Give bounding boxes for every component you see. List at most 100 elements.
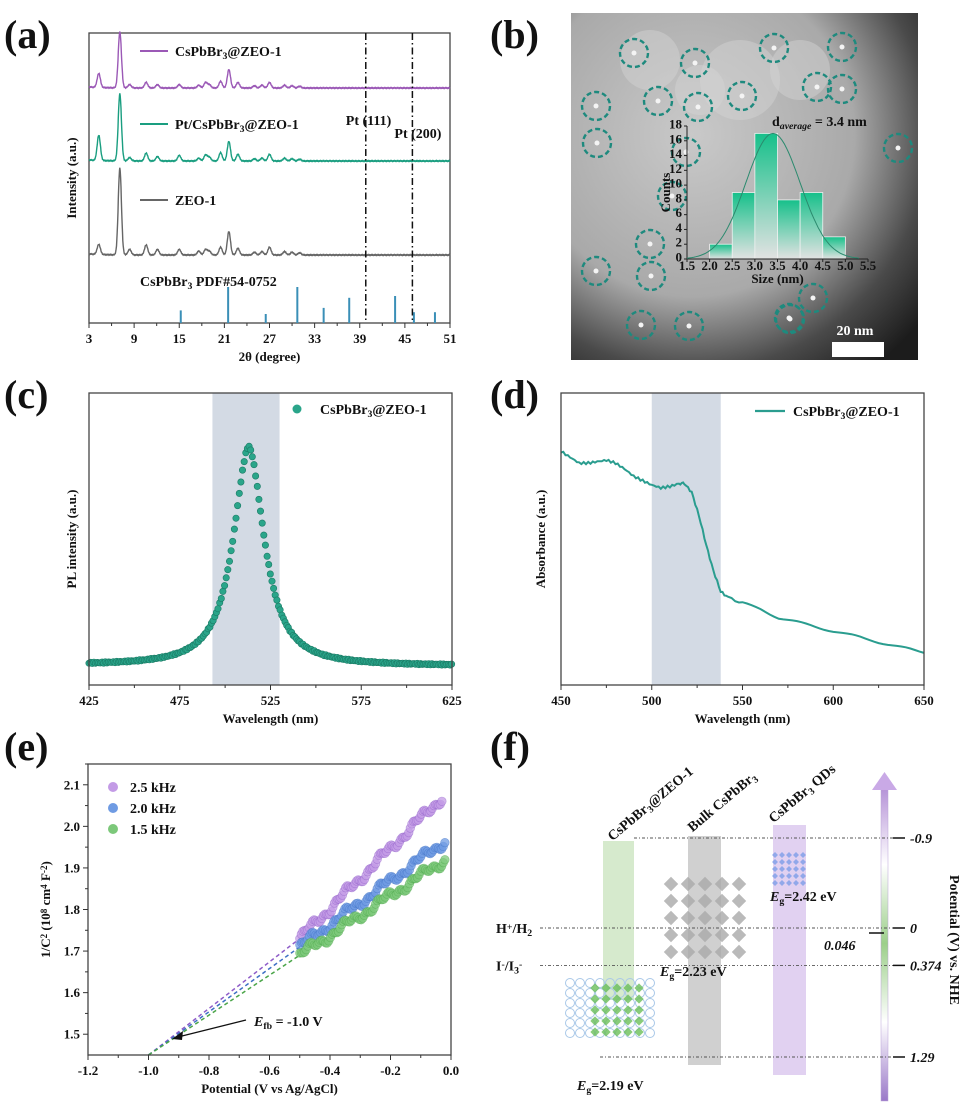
y-tick-label: 1.9	[64, 860, 81, 875]
label-part: Pt/CsPbBr	[175, 118, 240, 133]
octahedron-unit	[772, 880, 778, 886]
zeolite-ring	[565, 998, 575, 1008]
panel-label-a: (a)	[4, 12, 51, 57]
octahedron-unit	[786, 852, 792, 858]
zeolite-ring	[595, 988, 605, 998]
histogram-bar	[754, 132, 778, 260]
potential-axis	[880, 785, 889, 1102]
hist-x-tick-label: 4.5	[815, 258, 832, 273]
legend-marker	[108, 803, 118, 813]
nanoparticle-marker	[797, 282, 829, 314]
octahedron-unit	[731, 910, 747, 926]
average-size-label: daverage = 3.4 nm	[772, 115, 867, 132]
octahedron-unit	[663, 910, 679, 926]
hist-y-tick-label: 10	[669, 176, 682, 191]
hist-x-tick-label: 3.5	[769, 258, 786, 273]
nanoparticle-marker	[773, 302, 805, 334]
octahedron-unit	[772, 859, 778, 865]
nanoparticle-marker	[882, 132, 914, 164]
pl-data-point	[253, 482, 261, 490]
octahedron-unit	[680, 893, 696, 909]
x-tick-label: 21	[218, 331, 231, 346]
hist-y-tick-label: 0	[676, 250, 683, 265]
y-axis-title: Absorbance (a.u.)	[533, 490, 548, 589]
hist-x-title: Size (nm)	[751, 271, 803, 286]
nanoparticle-marker	[726, 80, 758, 112]
label-part: )	[38, 861, 53, 865]
zeolite-ring	[585, 988, 595, 998]
subscript: 3	[840, 411, 845, 422]
label-part: CsPbBr	[766, 784, 812, 826]
superscript: -	[39, 870, 49, 873]
octahedron-unit	[680, 927, 696, 943]
nanoparticle-marker	[581, 127, 613, 159]
x-axis-title: Wavelength (nm)	[695, 711, 791, 726]
x-tick-label: 575	[352, 693, 372, 708]
zeolite-ring	[595, 978, 605, 988]
extrapolation-line	[148, 938, 301, 1056]
x-tick-label: -0.4	[320, 1063, 341, 1078]
nanoparticle	[655, 98, 661, 104]
extrapolation-line	[148, 946, 301, 1056]
superscript: 8	[39, 908, 49, 913]
octahedron-unit	[793, 880, 799, 886]
panel-label-f: (f)	[490, 724, 530, 769]
x-tick-label: 27	[263, 331, 277, 346]
x-tick-label: 500	[642, 693, 662, 708]
histogram-bar	[799, 192, 824, 260]
nanoparticle	[692, 60, 698, 66]
x-tick-label: 550	[733, 693, 753, 708]
label-part: /H	[511, 922, 527, 937]
pl-data-point	[266, 570, 274, 578]
subscript: g	[586, 1085, 591, 1096]
pl-data-point	[247, 446, 255, 454]
octahedron-unit	[697, 876, 713, 892]
label-part: = 3.4 nm	[811, 115, 867, 130]
nanoparticle	[695, 104, 701, 110]
label-part: E	[659, 965, 669, 980]
octahedron-unit	[800, 880, 806, 886]
pl-data-point	[256, 507, 264, 515]
label-part: @ZEO-1	[244, 118, 298, 133]
x-tick-label: 3	[86, 331, 93, 346]
octahedron-unit	[800, 859, 806, 865]
label-part: =2.42 eV	[784, 890, 836, 905]
y-tick-label: 2.0	[64, 819, 80, 834]
label-part: CsPbBr	[140, 275, 187, 290]
nanoparticle	[683, 149, 689, 155]
pl-data-point	[258, 519, 266, 527]
nanoparticle-marker	[580, 255, 612, 287]
subscript: average	[780, 121, 812, 132]
x-axis-title: Wavelength (nm)	[223, 711, 319, 726]
subscript: 3	[750, 774, 761, 786]
nanoparticle-marker	[634, 228, 666, 260]
octahedron-unit	[714, 893, 730, 909]
nanoparticle	[648, 273, 654, 279]
hist-x-tick-label: 5.5	[860, 258, 877, 273]
hist-y-tick-label: 18	[669, 117, 683, 132]
x-tick-label: -1.2	[78, 1063, 99, 1078]
octahedron-unit	[800, 866, 806, 872]
nanoparticle	[594, 140, 600, 146]
pl-data-point	[261, 541, 269, 549]
axis-title: Potential (V) vs. NHE	[946, 875, 961, 1005]
nanoparticle-marker	[635, 260, 667, 292]
x-tick-label: 475	[170, 693, 190, 708]
pl-data-point	[219, 587, 227, 595]
subscript: 3	[222, 51, 227, 62]
panel-label-b: (b)	[490, 12, 539, 57]
highlight-band	[651, 393, 721, 685]
octahedron-unit	[697, 910, 713, 926]
subscript: fb	[263, 1021, 272, 1032]
zeolite-ring	[575, 998, 585, 1008]
label-part: @ZEO-1	[645, 764, 696, 810]
octahedron-unit	[793, 852, 799, 858]
pl-data-point	[232, 514, 240, 522]
octahedron-unit	[786, 873, 792, 879]
legend-label: ZEO-1	[175, 194, 216, 209]
hist-x-tick-label: 3.0	[747, 258, 763, 273]
nanoparticle	[771, 45, 777, 51]
hist-y-tick-label: 8	[676, 190, 683, 205]
pl-data-point	[250, 461, 258, 469]
